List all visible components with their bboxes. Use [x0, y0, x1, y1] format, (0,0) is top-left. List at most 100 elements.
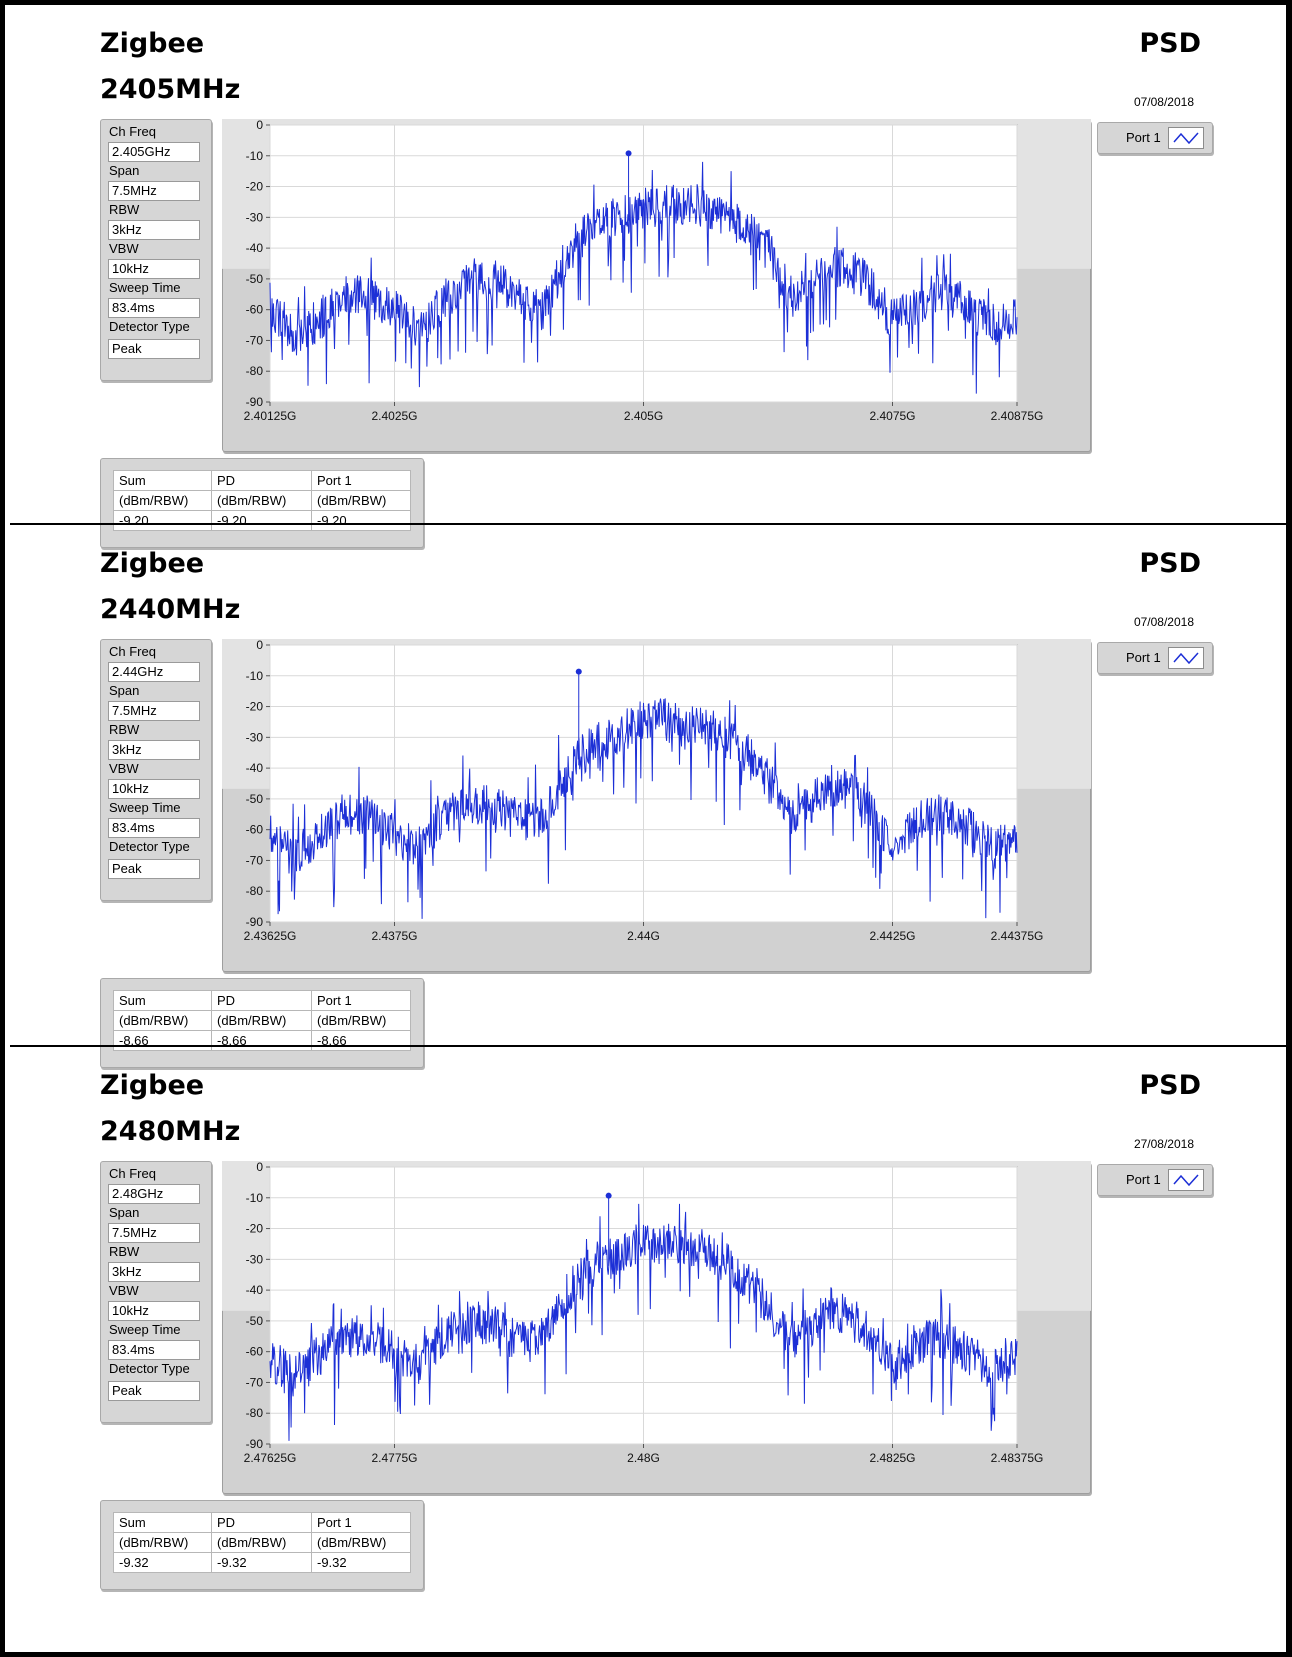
settings-box: Ch Freq 2.44GHz Span 7.5MHz RBW 3kHz VBW 10kHz S…	[100, 639, 212, 901]
x-tick-label: 2.4375G	[371, 929, 417, 943]
results-row: (dBm/RBW) (dBm/RBW) (dBm/RBW)	[114, 491, 411, 511]
setting-value-field[interactable]: 2.44GHz	[108, 662, 200, 682]
setting-label: Detector Type	[109, 319, 190, 334]
legend-trace-icon[interactable]	[1168, 127, 1204, 149]
y-tick-label: -40	[246, 241, 264, 255]
psd-chart-svg: 0-10-20-30-40-50-60-70-80-902.47625G 2.47…	[222, 1161, 1091, 1494]
y-tick-label: -80	[246, 884, 264, 898]
y-tick-label: -20	[246, 180, 264, 194]
results-cell-values: -9.32	[312, 1553, 411, 1573]
x-tick-label: 2.40125G	[244, 409, 297, 423]
y-tick-label: -80	[246, 1406, 264, 1420]
setting-value-field[interactable]: 3kHz	[108, 1262, 200, 1282]
plot-legend[interactable]: Port 1	[1097, 122, 1213, 154]
results-cell-values: -9.32	[212, 1553, 312, 1573]
results-table: Sum PD Port 1 (dBm/RBW) (dBm/RBW) (dBm/RBW) -8…	[113, 990, 411, 1051]
y-tick-label: -60	[246, 823, 264, 837]
setting-label: Span	[109, 163, 139, 178]
x-tick-label: 2.4775G	[371, 1451, 417, 1465]
y-tick-label: -70	[246, 853, 264, 867]
setting-value-field[interactable]: Peak	[108, 1381, 200, 1401]
panel-date: 07/08/2018	[1134, 95, 1194, 109]
plot-legend[interactable]: Port 1	[1097, 642, 1213, 674]
peak-marker	[576, 669, 582, 675]
x-tick-label: 2.44375G	[991, 929, 1044, 943]
y-tick-label: -40	[246, 761, 264, 775]
setting-label: VBW	[109, 1283, 139, 1298]
results-cell-units: (dBm/RBW)	[312, 1011, 411, 1031]
setting-value-field[interactable]: 83.4ms	[108, 298, 200, 318]
results-cell-values: -9.32	[114, 1553, 212, 1573]
results-cell-headers: PD	[212, 471, 312, 491]
psd-panel: Zigbee 2440MHz PSD 07/08/2018 Ch Freq 2.44GHz…	[10, 525, 1291, 1075]
panel-title: Zigbee	[100, 549, 204, 579]
y-tick-label: -10	[246, 1191, 264, 1205]
y-tick-label: -50	[246, 272, 264, 286]
setting-label: Sweep Time	[109, 800, 181, 815]
x-tick-label: 2.4075G	[869, 409, 915, 423]
results-cell-headers: Port 1	[312, 1513, 411, 1533]
results-table: Sum PD Port 1 (dBm/RBW) (dBm/RBW) (dBm/RBW) -9…	[113, 1512, 411, 1573]
y-tick-label: -10	[246, 669, 264, 683]
plot-legend[interactable]: Port 1	[1097, 1164, 1213, 1196]
x-tick-label: 2.4025G	[371, 409, 417, 423]
x-tick-label: 2.48375G	[991, 1451, 1044, 1465]
x-tick-label: 2.4825G	[869, 1451, 915, 1465]
setting-value-field[interactable]: Peak	[108, 339, 200, 359]
setting-value-field[interactable]: 83.4ms	[108, 1340, 200, 1360]
panel-divider	[10, 1045, 1291, 1047]
legend-trace-icon[interactable]	[1168, 647, 1204, 669]
setting-value-field[interactable]: 7.5MHz	[108, 181, 200, 201]
setting-value-field[interactable]: 83.4ms	[108, 818, 200, 838]
results-cell-headers: Port 1	[312, 471, 411, 491]
results-cell-headers: PD	[212, 1513, 312, 1533]
setting-value-field[interactable]: 7.5MHz	[108, 1223, 200, 1243]
results-row: Sum PD Port 1	[114, 1513, 411, 1533]
setting-label: Detector Type	[109, 839, 190, 854]
setting-value-field[interactable]: 3kHz	[108, 740, 200, 760]
legend-series-name: Port 1	[1126, 1172, 1161, 1187]
y-tick-label: -80	[246, 364, 264, 378]
y-tick-label: -30	[246, 210, 264, 224]
setting-value-field[interactable]: 3kHz	[108, 220, 200, 240]
setting-value-field[interactable]: 10kHz	[108, 259, 200, 279]
results-cell-units: (dBm/RBW)	[114, 1011, 212, 1031]
legend-trace-icon[interactable]	[1168, 1169, 1204, 1191]
panel-psd-label: PSD	[1139, 29, 1201, 59]
setting-value-field[interactable]: 10kHz	[108, 1301, 200, 1321]
results-cell-units: (dBm/RBW)	[212, 491, 312, 511]
y-tick-label: -60	[246, 1345, 264, 1359]
setting-value-field[interactable]: Peak	[108, 859, 200, 879]
x-tick-label: 2.48G	[627, 1451, 660, 1465]
results-cell-headers: PD	[212, 991, 312, 1011]
setting-label: Ch Freq	[109, 1166, 156, 1181]
results-row: (dBm/RBW) (dBm/RBW) (dBm/RBW)	[114, 1011, 411, 1031]
results-table: Sum PD Port 1 (dBm/RBW) (dBm/RBW) (dBm/RBW) -9…	[113, 470, 411, 531]
setting-label: Span	[109, 683, 139, 698]
settings-box: Ch Freq 2.405GHz Span 7.5MHz RBW 3kHz VBW 10kHz…	[100, 119, 212, 381]
panel-divider	[10, 523, 1291, 525]
setting-label: Sweep Time	[109, 280, 181, 295]
results-row: (dBm/RBW) (dBm/RBW) (dBm/RBW)	[114, 1533, 411, 1553]
x-tick-label: 2.405G	[624, 409, 663, 423]
panel-psd-label: PSD	[1139, 1071, 1201, 1101]
panel-frequency: 2440MHz	[100, 595, 240, 625]
results-cell-units: (dBm/RBW)	[312, 491, 411, 511]
setting-value-field[interactable]: 2.405GHz	[108, 142, 200, 162]
results-cell-units: (dBm/RBW)	[212, 1011, 312, 1031]
x-tick-label: 2.4425G	[869, 929, 915, 943]
psd-panel: Zigbee 2480MHz PSD 27/08/2018 Ch Freq 2.48GHz…	[10, 1047, 1291, 1597]
peak-marker	[626, 150, 632, 156]
y-tick-label: -20	[246, 700, 264, 714]
y-tick-label: -40	[246, 1283, 264, 1297]
results-box: Sum PD Port 1 (dBm/RBW) (dBm/RBW) (dBm/RBW) -9…	[100, 1500, 424, 1590]
x-tick-label: 2.43625G	[244, 929, 297, 943]
psd-chart-svg: 0 -10 -20 -30 -40 -50 -60 -70 -80 -902.43625G 2.43…	[222, 639, 1091, 972]
setting-value-field[interactable]: 7.5MHz	[108, 701, 200, 721]
y-tick-label: -90	[246, 1437, 264, 1451]
setting-value-field[interactable]: 2.48GHz	[108, 1184, 200, 1204]
panel-frequency: 2405MHz	[100, 75, 240, 105]
legend-series-name: Port 1	[1126, 130, 1161, 145]
setting-value-field[interactable]: 10kHz	[108, 779, 200, 799]
